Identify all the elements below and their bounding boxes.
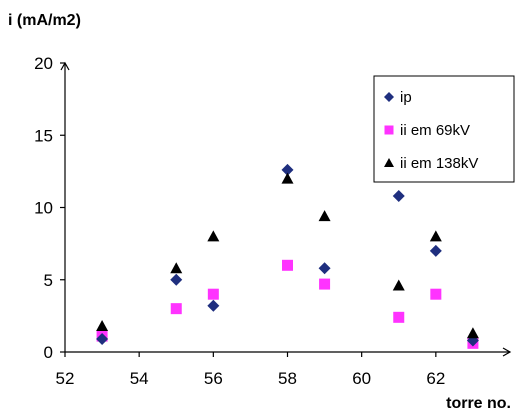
data-point-diamond xyxy=(318,262,331,275)
data-point-diamond xyxy=(207,299,220,312)
x-tick-label: 52 xyxy=(56,369,75,388)
x-tick-label: 58 xyxy=(278,369,297,388)
legend: ip ii em 69kV ii em 138kV xyxy=(373,75,515,183)
data-point-diamond xyxy=(392,189,405,202)
x-tick-label: 60 xyxy=(352,369,371,388)
legend-marker-square xyxy=(384,125,394,135)
legend-marker-diamond xyxy=(384,92,394,102)
y-tick-label: 15 xyxy=(34,126,53,145)
legend-label: ip xyxy=(400,89,412,106)
series-square xyxy=(96,259,479,349)
data-point-square xyxy=(393,311,405,323)
y-tick-label: 0 xyxy=(44,343,53,362)
data-point-square xyxy=(170,303,182,315)
data-point-triangle xyxy=(429,230,442,242)
data-point-triangle xyxy=(318,210,331,222)
x-ticks: 52 54 56 58 60 62 xyxy=(56,352,445,388)
x-axis-arrow xyxy=(502,347,512,357)
y-axis-title: i (mA/m2) xyxy=(8,12,81,29)
data-point-triangle xyxy=(96,319,109,331)
y-tick-label: 5 xyxy=(44,271,53,290)
series-triangle xyxy=(96,172,479,339)
series-diamond xyxy=(96,163,479,347)
x-tick-label: 62 xyxy=(426,369,445,388)
data-point-triangle xyxy=(466,327,479,339)
x-tick-label: 54 xyxy=(130,369,149,388)
legend-label: ii em 138kV xyxy=(400,155,478,172)
data-point-square xyxy=(430,288,442,300)
data-point-triangle xyxy=(170,262,183,274)
data-point-diamond xyxy=(170,273,183,286)
x-tick-label: 56 xyxy=(204,369,223,388)
data-point-triangle xyxy=(392,279,405,291)
y-tick-label: 20 xyxy=(34,54,53,73)
legend-box xyxy=(373,75,515,183)
data-point-square xyxy=(282,259,293,271)
data-point-square xyxy=(207,288,219,300)
data-points xyxy=(96,163,479,349)
data-point-diamond xyxy=(281,163,294,176)
data-point-triangle xyxy=(207,230,220,242)
data-point-diamond xyxy=(96,332,109,345)
y-tick-label: 10 xyxy=(34,199,53,218)
y-ticks: 0 5 10 15 20 xyxy=(34,54,65,362)
data-point-triangle xyxy=(281,172,294,184)
legend-label: ii em 69kV xyxy=(400,122,470,139)
data-point-square xyxy=(319,278,331,290)
legend-marker-triangle xyxy=(384,158,394,167)
x-axis-title: torre no. xyxy=(446,395,511,412)
data-point-diamond xyxy=(429,244,442,257)
